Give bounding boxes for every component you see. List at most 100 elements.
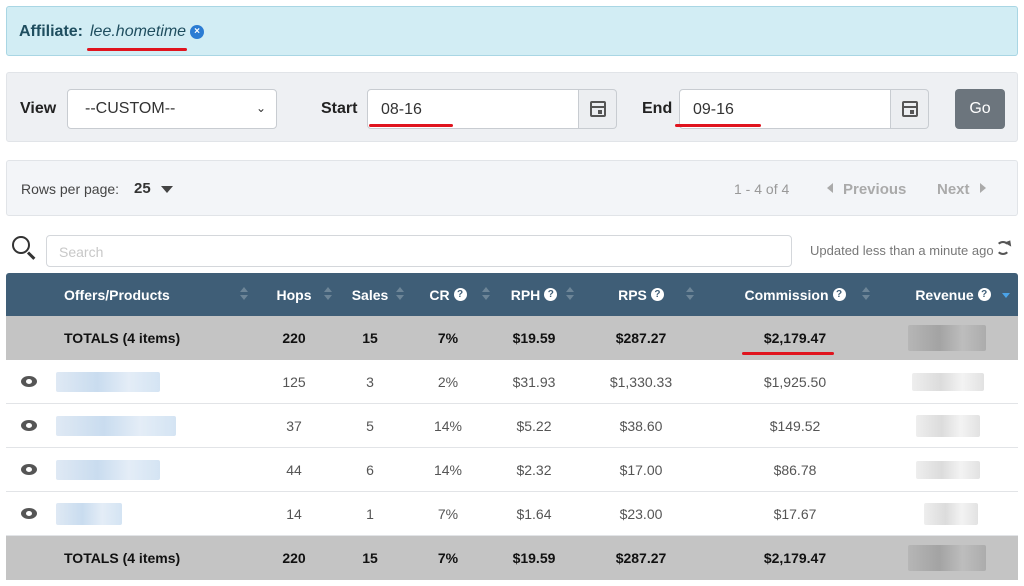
previous-label: Previous (843, 181, 907, 198)
hops-cell: 44 (286, 461, 302, 478)
rps-cell: $17.00 (619, 461, 663, 478)
hops-cell: 125 (282, 373, 306, 390)
updated-status: Updated less than a minute ago (810, 243, 994, 258)
view-select-value: --CUSTOM-- (85, 100, 176, 117)
sort-icon[interactable] (566, 286, 574, 302)
go-button[interactable]: Go (955, 89, 1005, 129)
column-header-rph[interactable]: RPH? (488, 273, 580, 316)
end-calendar-button[interactable] (891, 89, 929, 129)
cr-cell: 7% (437, 330, 459, 346)
next-button[interactable]: Next (937, 181, 986, 198)
end-label: End (642, 100, 673, 117)
question-circle-icon: ? (650, 288, 664, 301)
revenue-redacted (912, 373, 984, 391)
start-date-input[interactable]: 08-16 (367, 89, 579, 129)
table-row: 125 3 2% $31.93 $1,330.33 $1,925.50 (6, 360, 1018, 404)
column-header-cr[interactable]: CR? (408, 273, 488, 316)
rows-per-page-select[interactable]: 25 (134, 180, 151, 197)
sort-icon[interactable] (324, 286, 332, 302)
rph-cell: $2.32 (516, 461, 552, 478)
eye-icon[interactable] (21, 464, 37, 475)
view-label: View (20, 100, 57, 117)
affiliate-highlight-mark (87, 48, 187, 51)
rps-cell: $287.27 (615, 550, 667, 566)
sales-cell: 6 (366, 461, 374, 478)
revenue-redacted (916, 461, 980, 479)
sales-cell: 15 (362, 550, 378, 566)
search-icon (12, 236, 36, 260)
totals-row: TOTALS (4 items) 220 15 7% $19.59 $287.2… (6, 536, 1018, 580)
sales-cell: 5 (366, 417, 374, 434)
sort-icon[interactable] (862, 286, 870, 302)
hops-cell: 37 (286, 417, 302, 434)
table-row: 44 6 14% $2.32 $17.00 $86.78 (6, 448, 1018, 492)
commission-cell: $17.67 (773, 505, 817, 522)
sort-icon[interactable] (686, 286, 694, 302)
commission-cell: $2,179.47 (763, 330, 827, 346)
sort-icon[interactable] (482, 286, 490, 302)
commission-cell: $2,179.47 (763, 550, 827, 566)
rps-cell: $23.00 (619, 505, 663, 522)
next-label: Next (937, 181, 970, 198)
totals-label: TOTALS (4 items) (64, 330, 181, 346)
rows-per-page-label: Rows per page: (21, 181, 120, 197)
caret-down-icon[interactable] (161, 186, 173, 193)
commission-cell: $149.52 (769, 417, 821, 434)
revenue-redacted (916, 415, 980, 437)
date-filter-bar: View --CUSTOM-- ⌄ Start 08-16 End 09-16 … (6, 72, 1018, 142)
sort-desc-icon[interactable] (1002, 286, 1010, 302)
rps-cell: $38.60 (619, 417, 663, 434)
commission-highlight-mark (742, 352, 834, 355)
sales-cell: 3 (366, 373, 374, 390)
column-header-revenue[interactable]: Revenue? (888, 273, 1018, 316)
revenue-redacted (908, 545, 986, 571)
cr-cell: 7% (437, 505, 459, 522)
offer-name-redacted (56, 460, 160, 480)
revenue-redacted (908, 325, 986, 351)
affiliate-name: lee.hometime (90, 23, 187, 40)
commission-cell: $1,925.50 (763, 373, 827, 390)
column-header-sales[interactable]: Sales (351, 286, 389, 303)
hops-cell: 220 (282, 550, 306, 566)
totals-row: TOTALS (4 items) 220 15 7% $19.59 $287.2… (6, 316, 1018, 360)
chevron-down-icon: ⌄ (255, 101, 266, 115)
column-header-commission[interactable]: Commission? (702, 273, 888, 316)
calendar-icon (902, 101, 918, 117)
end-highlight-mark (675, 124, 761, 127)
start-highlight-mark (369, 124, 453, 127)
previous-button[interactable]: Previous (827, 181, 906, 198)
view-select[interactable]: --CUSTOM-- ⌄ (67, 89, 277, 129)
eye-icon[interactable] (21, 420, 37, 431)
sales-cell: 15 (362, 330, 378, 346)
rph-cell: $1.64 (516, 505, 552, 522)
question-circle-icon: ? (453, 288, 467, 301)
eye-icon[interactable] (21, 508, 37, 519)
question-circle-icon: ? (544, 288, 558, 301)
column-header-hops[interactable]: Hops (276, 286, 312, 303)
table-row: 14 1 7% $1.64 $23.00 $17.67 (6, 492, 1018, 536)
pagination-bar: Rows per page: 25 1 - 4 of 4 Previous Ne… (6, 160, 1018, 216)
totals-label: TOTALS (4 items) (64, 550, 181, 566)
column-header-rps[interactable]: RPS? (580, 273, 702, 316)
eye-icon[interactable] (21, 376, 37, 387)
revenue-redacted (924, 503, 978, 525)
sort-icon[interactable] (396, 286, 404, 302)
close-icon[interactable]: × (190, 25, 204, 39)
refresh-icon[interactable] (996, 241, 1010, 255)
offers-table: Offers/Products Hops Sales CR? RPH? RPS?… (6, 273, 1018, 580)
sort-icon[interactable] (240, 286, 248, 302)
rph-cell: $5.22 (516, 417, 552, 434)
caret-left-icon (827, 183, 833, 193)
end-date-value: 09-16 (693, 101, 734, 118)
search-input[interactable]: Search (46, 235, 792, 267)
start-label: Start (321, 100, 358, 117)
table-row: 37 5 14% $5.22 $38.60 $149.52 (6, 404, 1018, 448)
question-circle-icon: ? (832, 288, 846, 301)
start-calendar-button[interactable] (579, 89, 617, 129)
offer-name-redacted (56, 503, 122, 525)
question-circle-icon: ? (977, 288, 991, 301)
table-header: Offers/Products Hops Sales CR? RPH? RPS?… (6, 273, 1018, 316)
column-header-offers[interactable]: Offers/Products (64, 286, 170, 303)
rph-cell: $19.59 (512, 550, 556, 566)
end-date-input[interactable]: 09-16 (679, 89, 891, 129)
